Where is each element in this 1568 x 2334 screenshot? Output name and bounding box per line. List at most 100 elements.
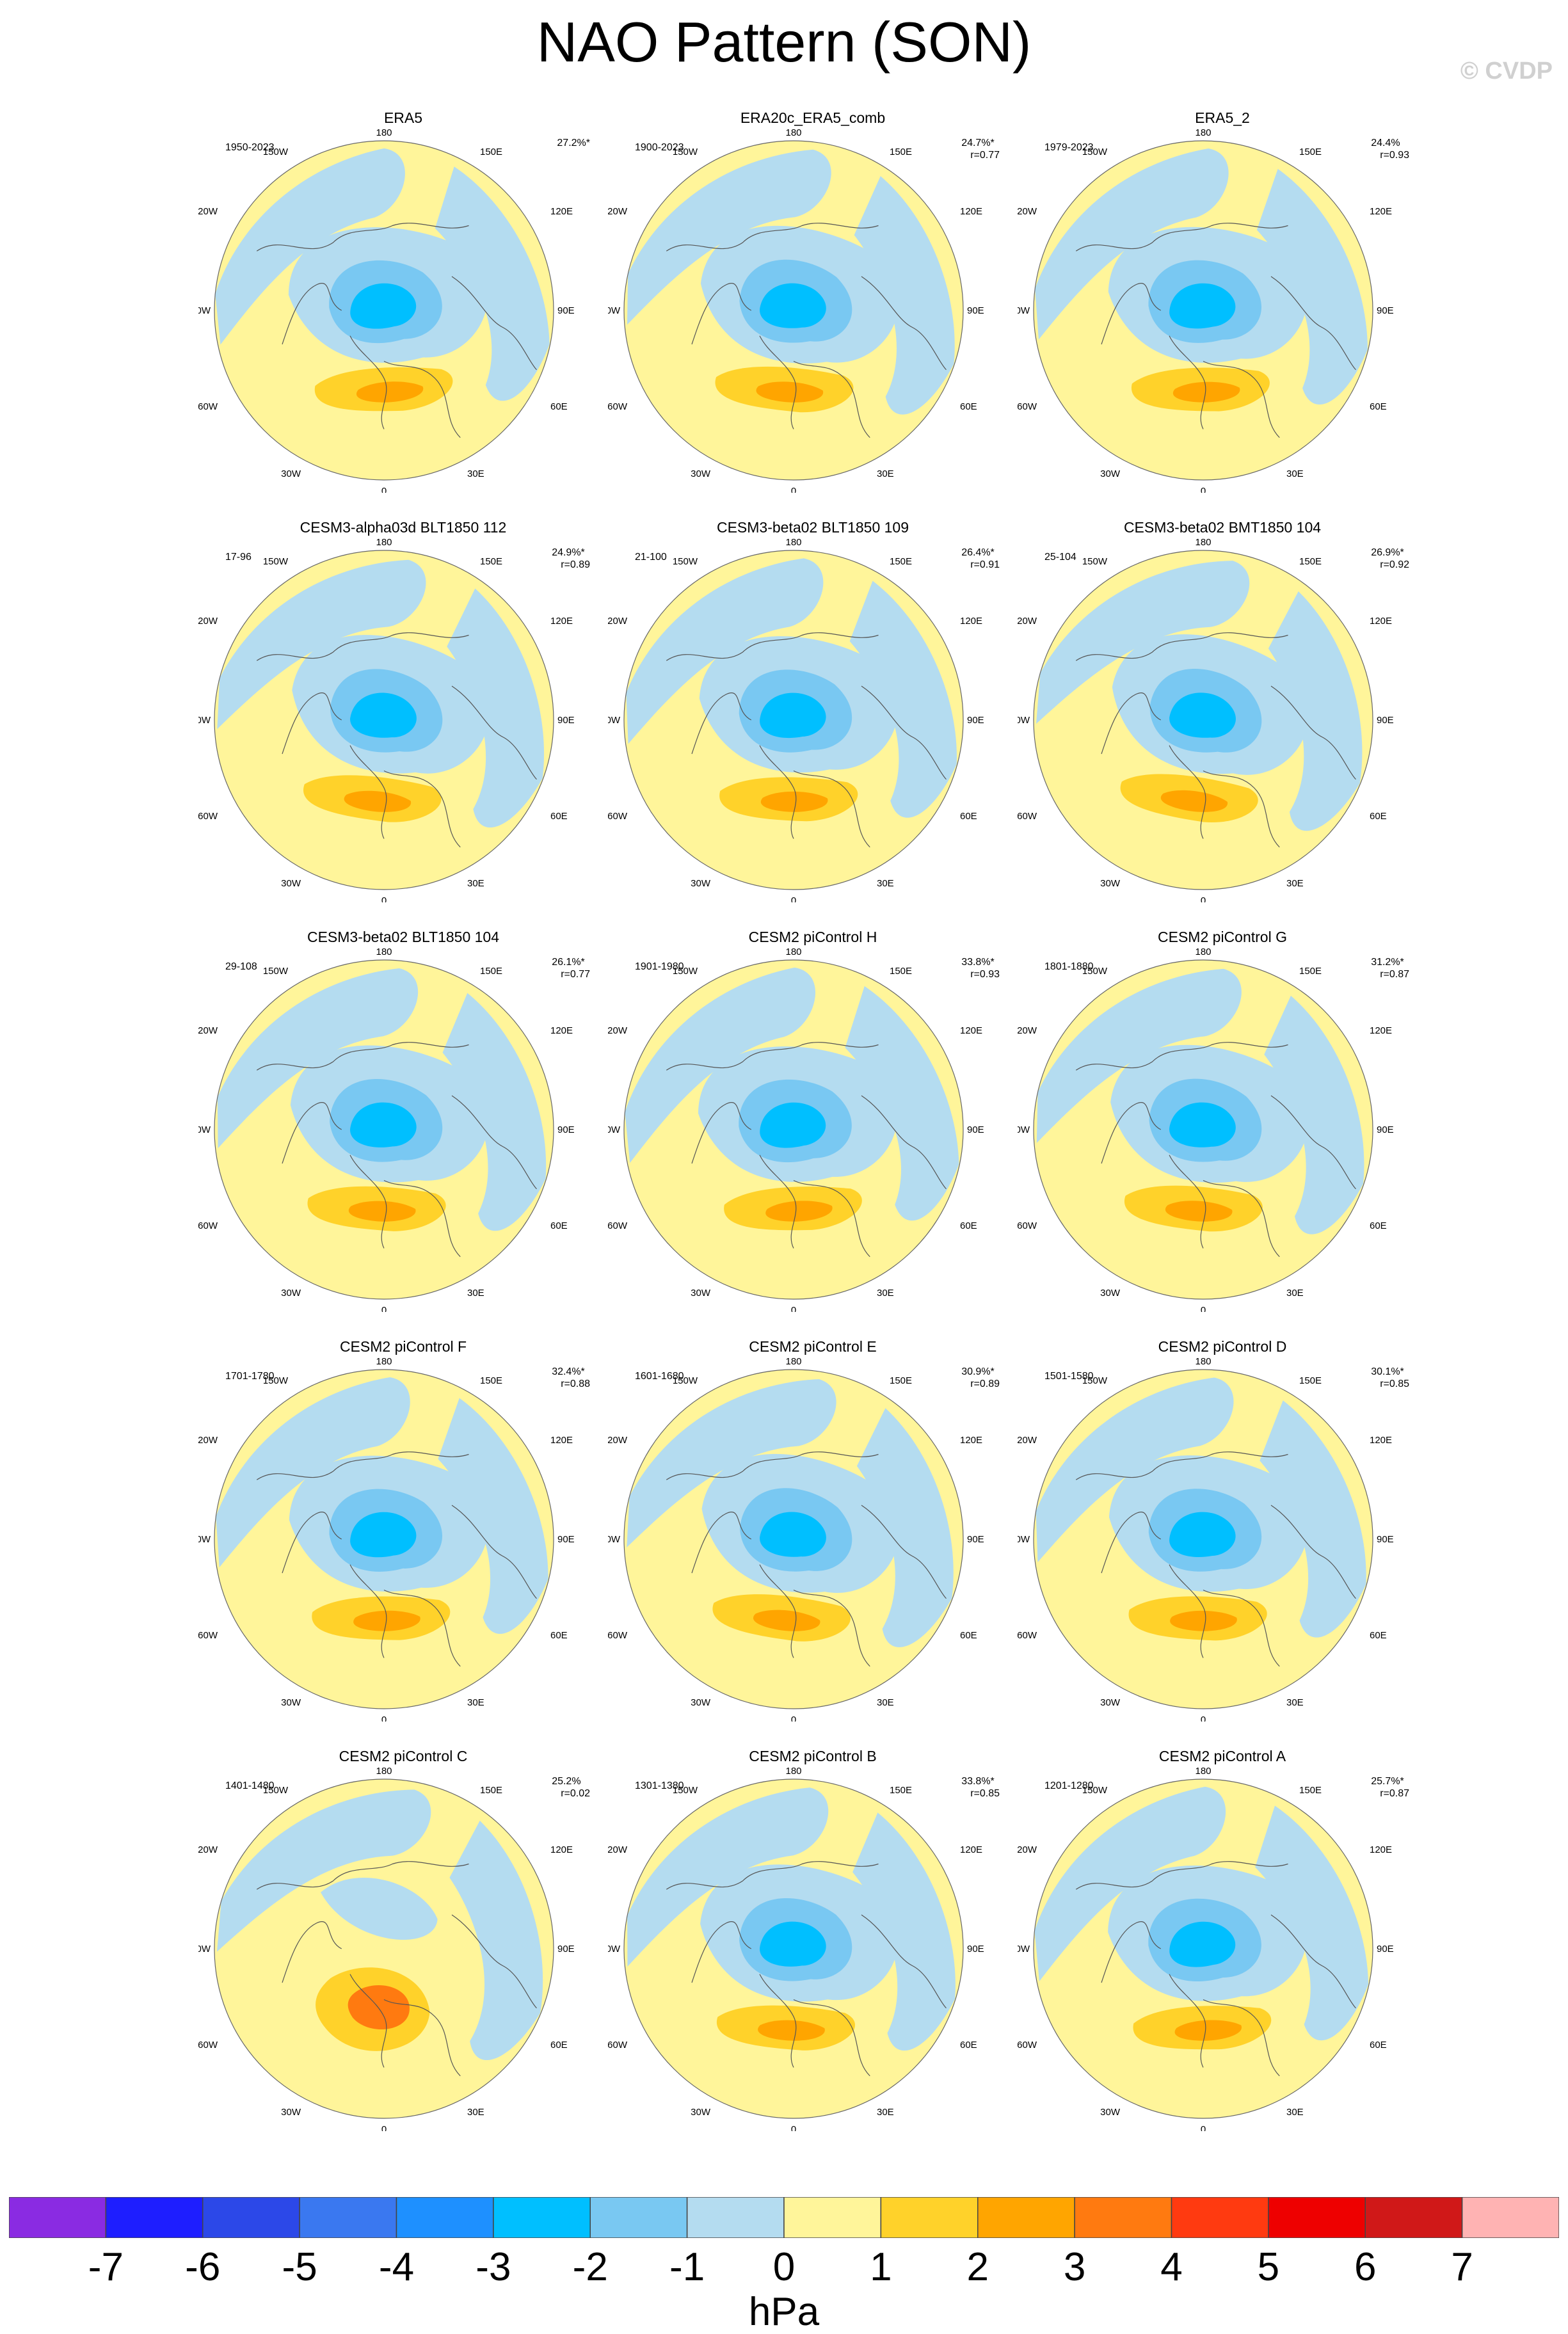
longitude-label: 60W [1018,1630,1037,1641]
longitude-label: 30E [877,878,894,889]
longitude-label: 150E [890,147,912,157]
longitude-label: 150E [1299,556,1322,567]
longitude-label: 30W [691,1288,711,1299]
colorbar-tick-label: -2 [572,2245,608,2289]
map-panel: CESM3-beta02 BLT1850 104 29-108 26.1%* r=0.… [198,928,608,1312]
map-panel: CESM2 piControl A 1201-1280 25.7%* r=0.87 18… [1018,1747,1427,2131]
colorbar-swatch [1171,2197,1269,2238]
longitude-label: 150W [1082,1375,1108,1386]
longitude-label: 120W [1018,206,1037,217]
panel-stats: 31.2%* r=0.87 [1371,956,1409,980]
longitude-label: 60E [550,401,568,412]
variance-pct: 24.7%* [961,138,995,148]
longitude-label: 60W [1018,2040,1037,2050]
longitude-label: 30W [281,1288,301,1299]
longitude-label: 90E [557,1124,575,1135]
longitude-label: 30W [691,468,711,479]
longitude-label: 30E [467,878,484,889]
longitude-label: 90E [1377,305,1394,316]
longitude-label: 90E [1377,1534,1394,1545]
pattern-correlation: r=0.87 [1380,969,1409,980]
pattern-correlation: r=0.87 [1380,1788,1409,1799]
longitude-label: 180 [785,947,801,957]
longitude-label: 0 [1201,2124,1206,2131]
panel-title: CESM3-beta02 BLT1850 104 [307,929,500,945]
longitude-label: 60E [550,811,568,822]
panel-title: ERA5_2 [1195,109,1250,126]
panel-title: CESM2 piControl B [749,1748,877,1764]
panel-period: 21-100 [635,552,667,563]
polar-map: 180 0 150W 150E 120W 120E 90W 90E 60W 60E 30W 30E [608,947,984,1312]
longitude-label: 0 [791,895,796,902]
longitude-label: 150W [1082,556,1108,567]
longitude-label: 60E [960,2040,977,2050]
longitude-label: 180 [376,1356,392,1367]
longitude-label: 90W [198,1944,211,1954]
panel-stats: 30.9%* r=0.89 [961,1366,1000,1390]
longitude-label: 60E [960,1220,977,1231]
longitude-label: 180 [376,127,392,138]
longitude-label: 30W [691,2107,711,2118]
longitude-label: 30E [467,1697,484,1708]
longitude-label: 120W [608,616,628,627]
longitude-label: 0 [1201,895,1206,902]
longitude-label: 30E [467,468,484,479]
longitude-label: 120E [960,1435,982,1446]
polar-map: 180 0 150W 150E 120W 120E 90W 90E 60W 60E 30W 30E [198,1766,575,2131]
longitude-label: 120E [960,206,982,217]
longitude-label: 60W [1018,811,1037,822]
panel-period: 1401-1480 [225,1780,275,1791]
panel-title: CESM2 piControl G [1158,929,1287,945]
longitude-label: 120W [198,1025,218,1036]
polar-map: 180 0 150W 150E 120W 120E 90W 90E 60W 60E 30W 30E [1018,1356,1394,1722]
longitude-label: 120W [198,1435,218,1446]
variance-pct: 24.9%* [552,547,585,558]
variance-pct: 25.2% [552,1776,581,1787]
longitude-label: 30E [1286,1697,1304,1708]
longitude-label: 90W [608,1534,621,1545]
map-panel: CESM2 piControl E 1601-1680 30.9%* r=0.89 18… [608,1338,1018,1722]
polar-map: 180 0 150W 150E 120W 120E 90W 90E 60W 60E 30W 30E [1018,1766,1394,2131]
longitude-label: 60W [608,2040,628,2050]
polar-map: 180 0 150W 150E 120W 120E 90W 90E 60W 60E 30W 30E [198,1356,575,1722]
longitude-label: 90W [1018,1124,1030,1135]
polar-map: 180 0 150W 150E 120W 120E 90W 90E 60W 60E 30W 30E [198,947,575,1312]
colorbar-swatch [9,2197,107,2238]
longitude-label: 60E [960,1630,977,1641]
panel-title: CESM3-beta02 BLT1850 109 [716,519,909,536]
pattern-correlation: r=0.92 [1380,559,1409,570]
longitude-label: 90W [198,1124,211,1135]
longitude-label: 30W [691,878,711,889]
panel-title: ERA20c_ERA5_comb [740,109,886,126]
longitude-label: 0 [791,2124,796,2131]
longitude-label: 30E [877,1288,894,1299]
colorbar-swatch [880,2197,979,2238]
longitude-label: 0 [791,1305,796,1312]
variance-pct: 26.1%* [552,957,585,968]
longitude-label: 60W [608,811,628,822]
colorbar-tick-label: 7 [1451,2245,1473,2289]
longitude-label: 150E [890,966,912,977]
panel-period: 1900-2023 [635,142,684,153]
colorbar-tick-label: 4 [1160,2245,1183,2289]
colorbar-swatch [686,2197,785,2238]
longitude-label: 120W [608,1844,628,1855]
longitude-label: 180 [376,537,392,548]
longitude-label: 90W [198,1534,211,1545]
map-panel: CESM2 piControl B 1301-1380 33.8%* r=0.85 18… [608,1747,1018,2131]
longitude-label: 30E [877,468,894,479]
longitude-label: 150W [263,556,289,567]
variance-pct: 31.2%* [1371,957,1404,968]
pattern-correlation: r=0.88 [561,1379,590,1389]
longitude-label: 180 [376,1766,392,1777]
longitude-label: 90E [557,305,575,316]
longitude-label: 180 [1195,947,1211,957]
colorbar-swatch [105,2197,204,2238]
panel-stats: 24.7%* r=0.77 [961,137,1000,161]
panel-title: CESM2 piControl F [339,1338,467,1355]
colorbar-swatch [202,2197,300,2238]
longitude-label: 30W [1100,468,1121,479]
longitude-label: 150E [890,1785,912,1796]
variance-pct: 25.7%* [1371,1776,1404,1787]
longitude-label: 150W [673,966,698,977]
